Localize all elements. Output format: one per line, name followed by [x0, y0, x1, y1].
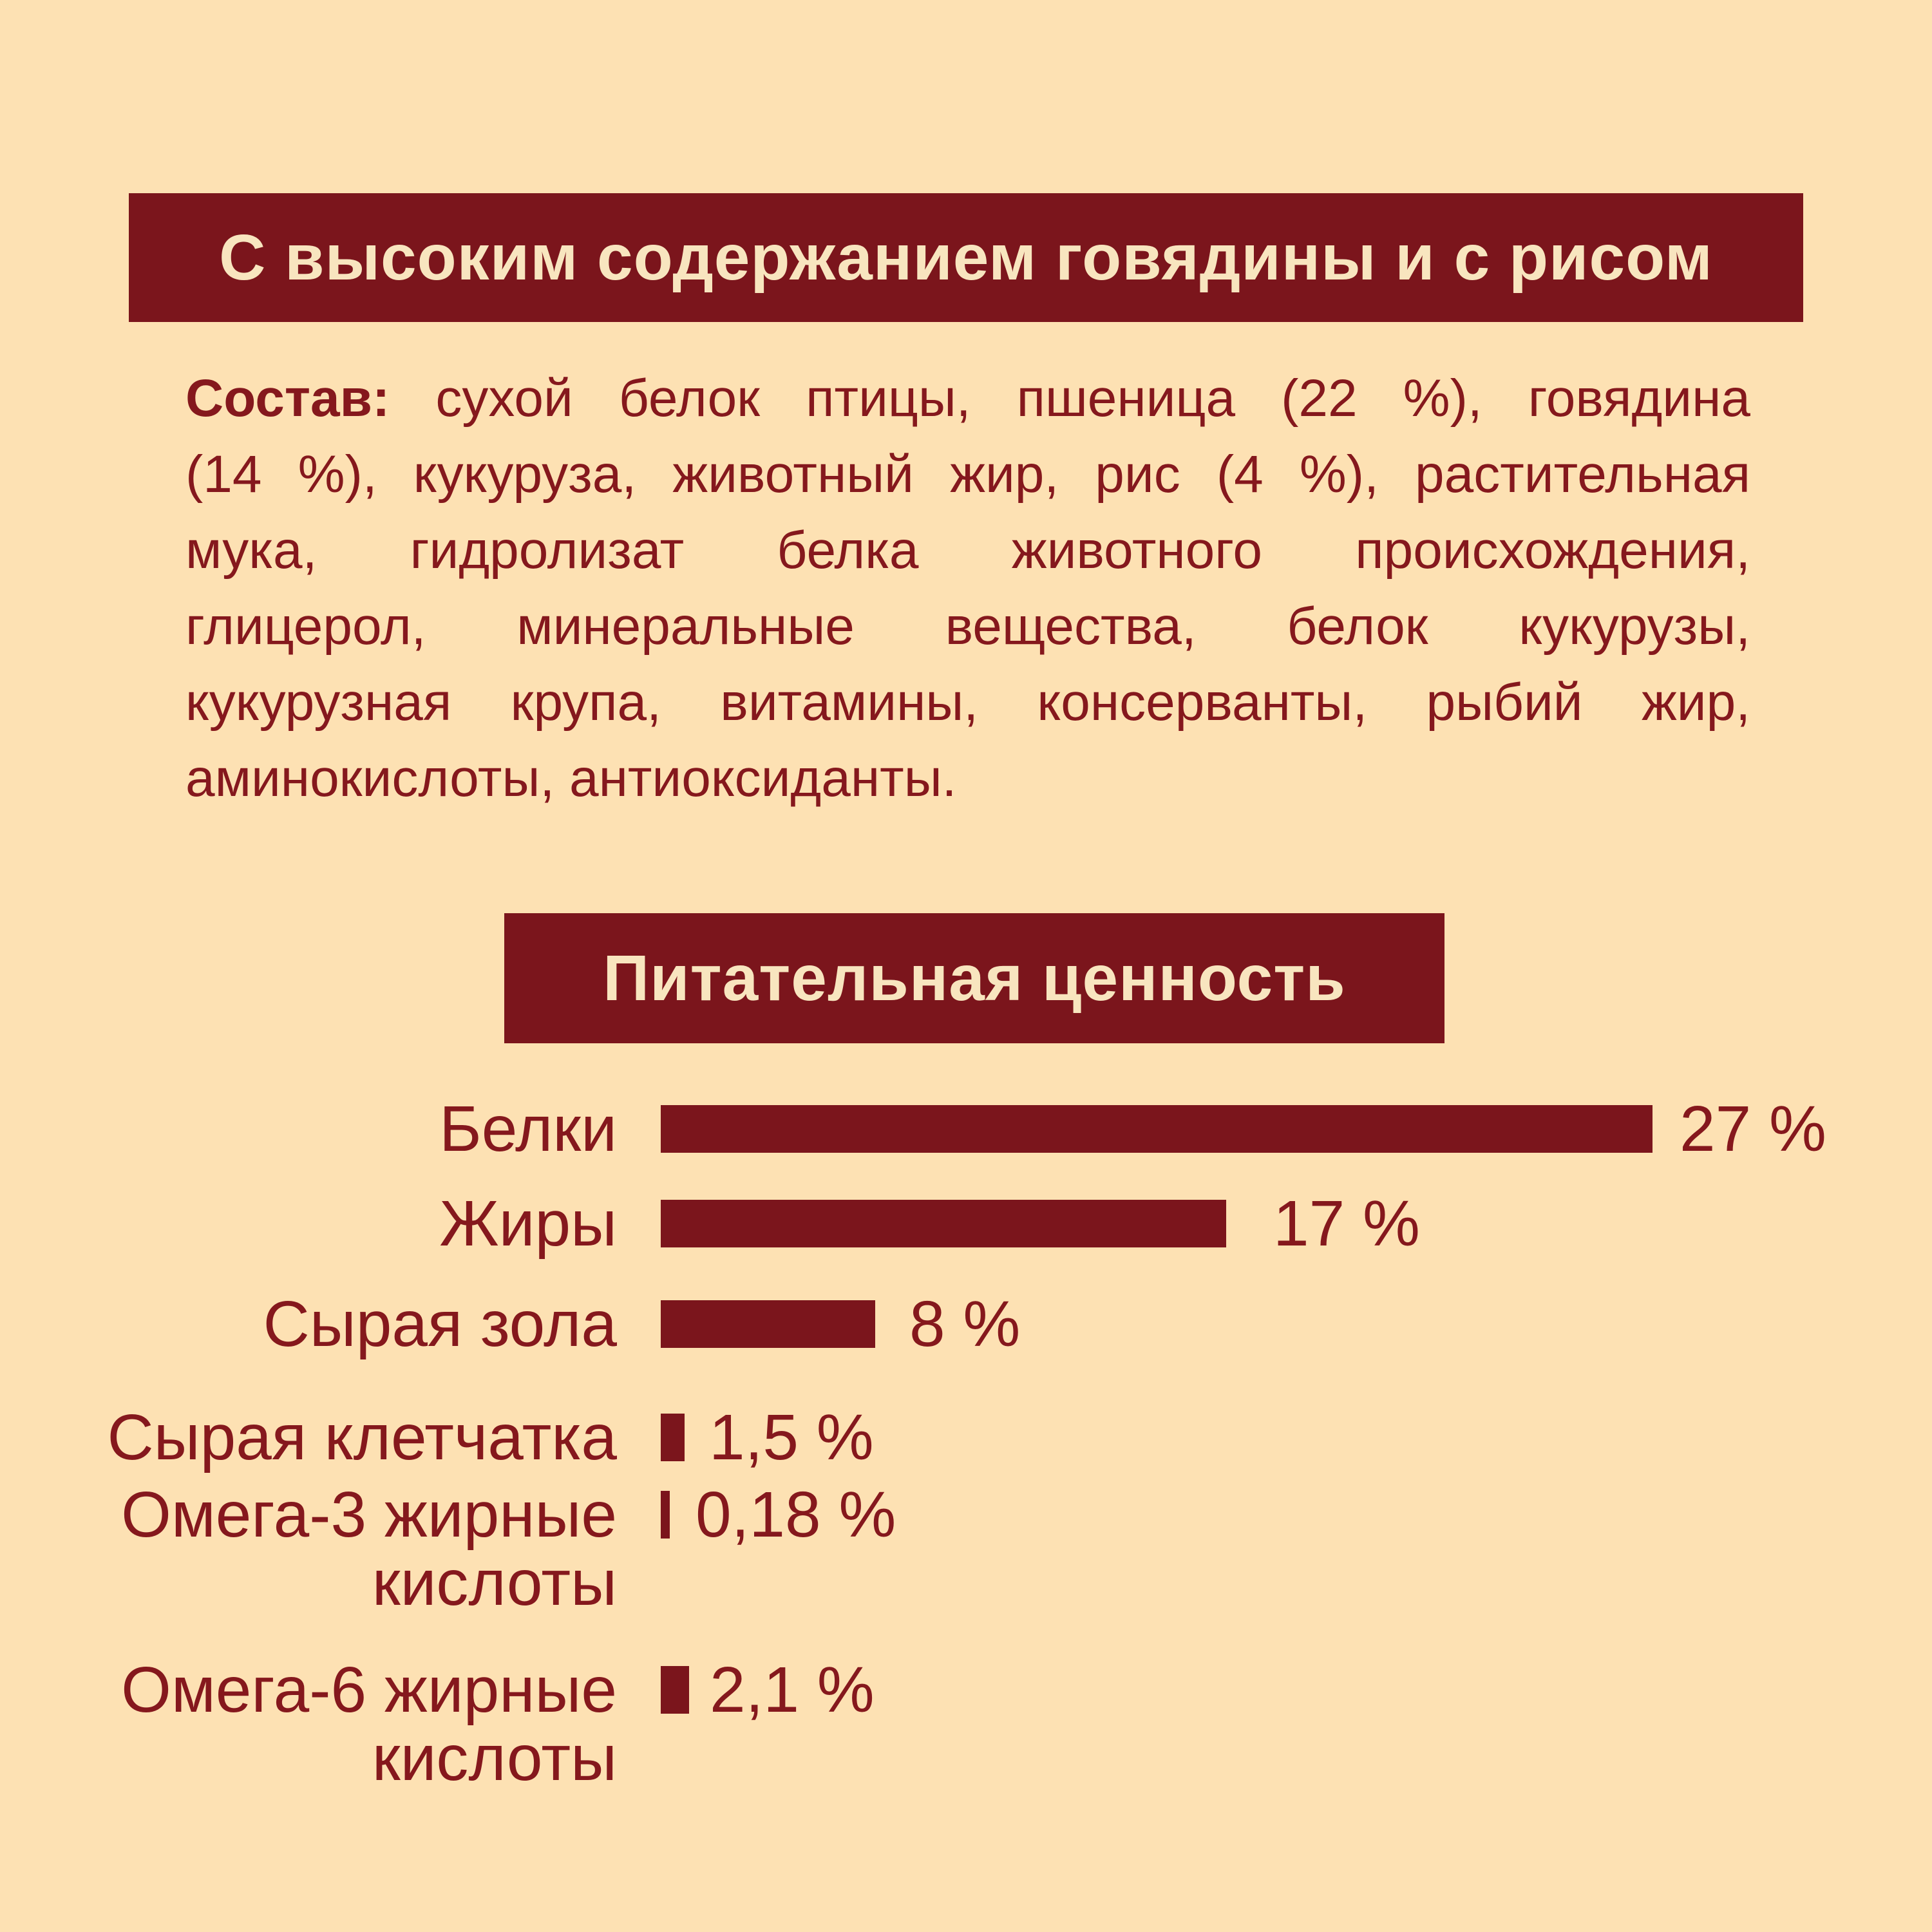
composition-line: аминокислоты, антиоксиданты.: [185, 749, 957, 808]
chart-row: Сырая клетчатка 1,5 %: [0, 1403, 1932, 1472]
chart-bar-value: 1,5 %: [709, 1401, 874, 1473]
composition-bold-label: Состав:: [185, 369, 390, 428]
composition-line: кукурузная крупа, витамины, консерванты,…: [185, 673, 1750, 732]
chart-bar-value: 8 %: [909, 1288, 1021, 1360]
nutrition-section-title: Питательная ценность: [603, 942, 1346, 1014]
composition-text: Состав: сухой белок птицы, пшеница (22 %…: [185, 361, 1750, 817]
chart-bar-value: 27 %: [1680, 1093, 1826, 1165]
chart-bar: [661, 1666, 689, 1714]
chart-bar: [661, 1414, 685, 1461]
composition-line: мука, гидролизат белка животного происхо…: [185, 521, 1750, 580]
chart-row: Сырая зола 8 %: [0, 1290, 1932, 1358]
chart-row-label: Жиры: [0, 1189, 617, 1258]
chart-row-label: Сырая клетчатка: [0, 1403, 617, 1472]
chart-row-label-line1: Омега-3 жирные: [121, 1479, 617, 1551]
chart-row-label: Омега-3 жирные кислоты: [0, 1481, 617, 1617]
chart-row: Жиры 17 %: [0, 1189, 1932, 1258]
chart-row-label: Белки: [0, 1095, 617, 1163]
composition-line: глицерол, минеральные вещества, белок ку…: [185, 597, 1750, 656]
chart-row-label: Сырая зола: [0, 1290, 617, 1358]
chart-row-label-line1: Жиры: [439, 1188, 617, 1260]
chart-bar: [661, 1491, 670, 1539]
chart-row-label-line2: кислоты: [372, 1547, 617, 1619]
chart-bar-value: 17 %: [1273, 1188, 1420, 1260]
chart-row: Омега-6 жирные кислоты 2,1 %: [0, 1656, 1932, 1792]
composition-line: (14 %), кукуруза, животный жир, рис (4 %…: [185, 445, 1750, 504]
chart-bar-value: 0,18 %: [696, 1479, 896, 1551]
header-banner-title: С высоким содержанием говядины и с рисом: [219, 222, 1713, 294]
chart-bar: [661, 1300, 875, 1348]
chart-row-label-line1: Сырая зола: [263, 1288, 617, 1360]
chart-row-label-line1: Сырая клетчатка: [107, 1401, 617, 1473]
chart-row-label-line1: Белки: [439, 1093, 617, 1165]
chart-row-label-line2: кислоты: [372, 1722, 617, 1794]
chart-bar-value: 2,1 %: [710, 1654, 875, 1726]
composition-line-rest: сухой белок птицы, пшеница (22 %), говяд…: [390, 369, 1750, 428]
chart-row-label-line1: Омега-6 жирные: [121, 1654, 617, 1726]
chart-row-label: Омега-6 жирные кислоты: [0, 1656, 617, 1792]
chart-bar: [661, 1105, 1653, 1153]
header-banner: С высоким содержанием говядины и с рисом: [129, 193, 1803, 322]
nutrition-section-banner: Питательная ценность: [504, 913, 1444, 1043]
composition-line: Состав: сухой белок птицы, пшеница (22 %…: [185, 361, 1750, 437]
chart-row: Белки 27 %: [0, 1095, 1932, 1163]
chart-row: Омега-3 жирные кислоты 0,18 %: [0, 1481, 1932, 1617]
chart-bar: [661, 1200, 1226, 1247]
